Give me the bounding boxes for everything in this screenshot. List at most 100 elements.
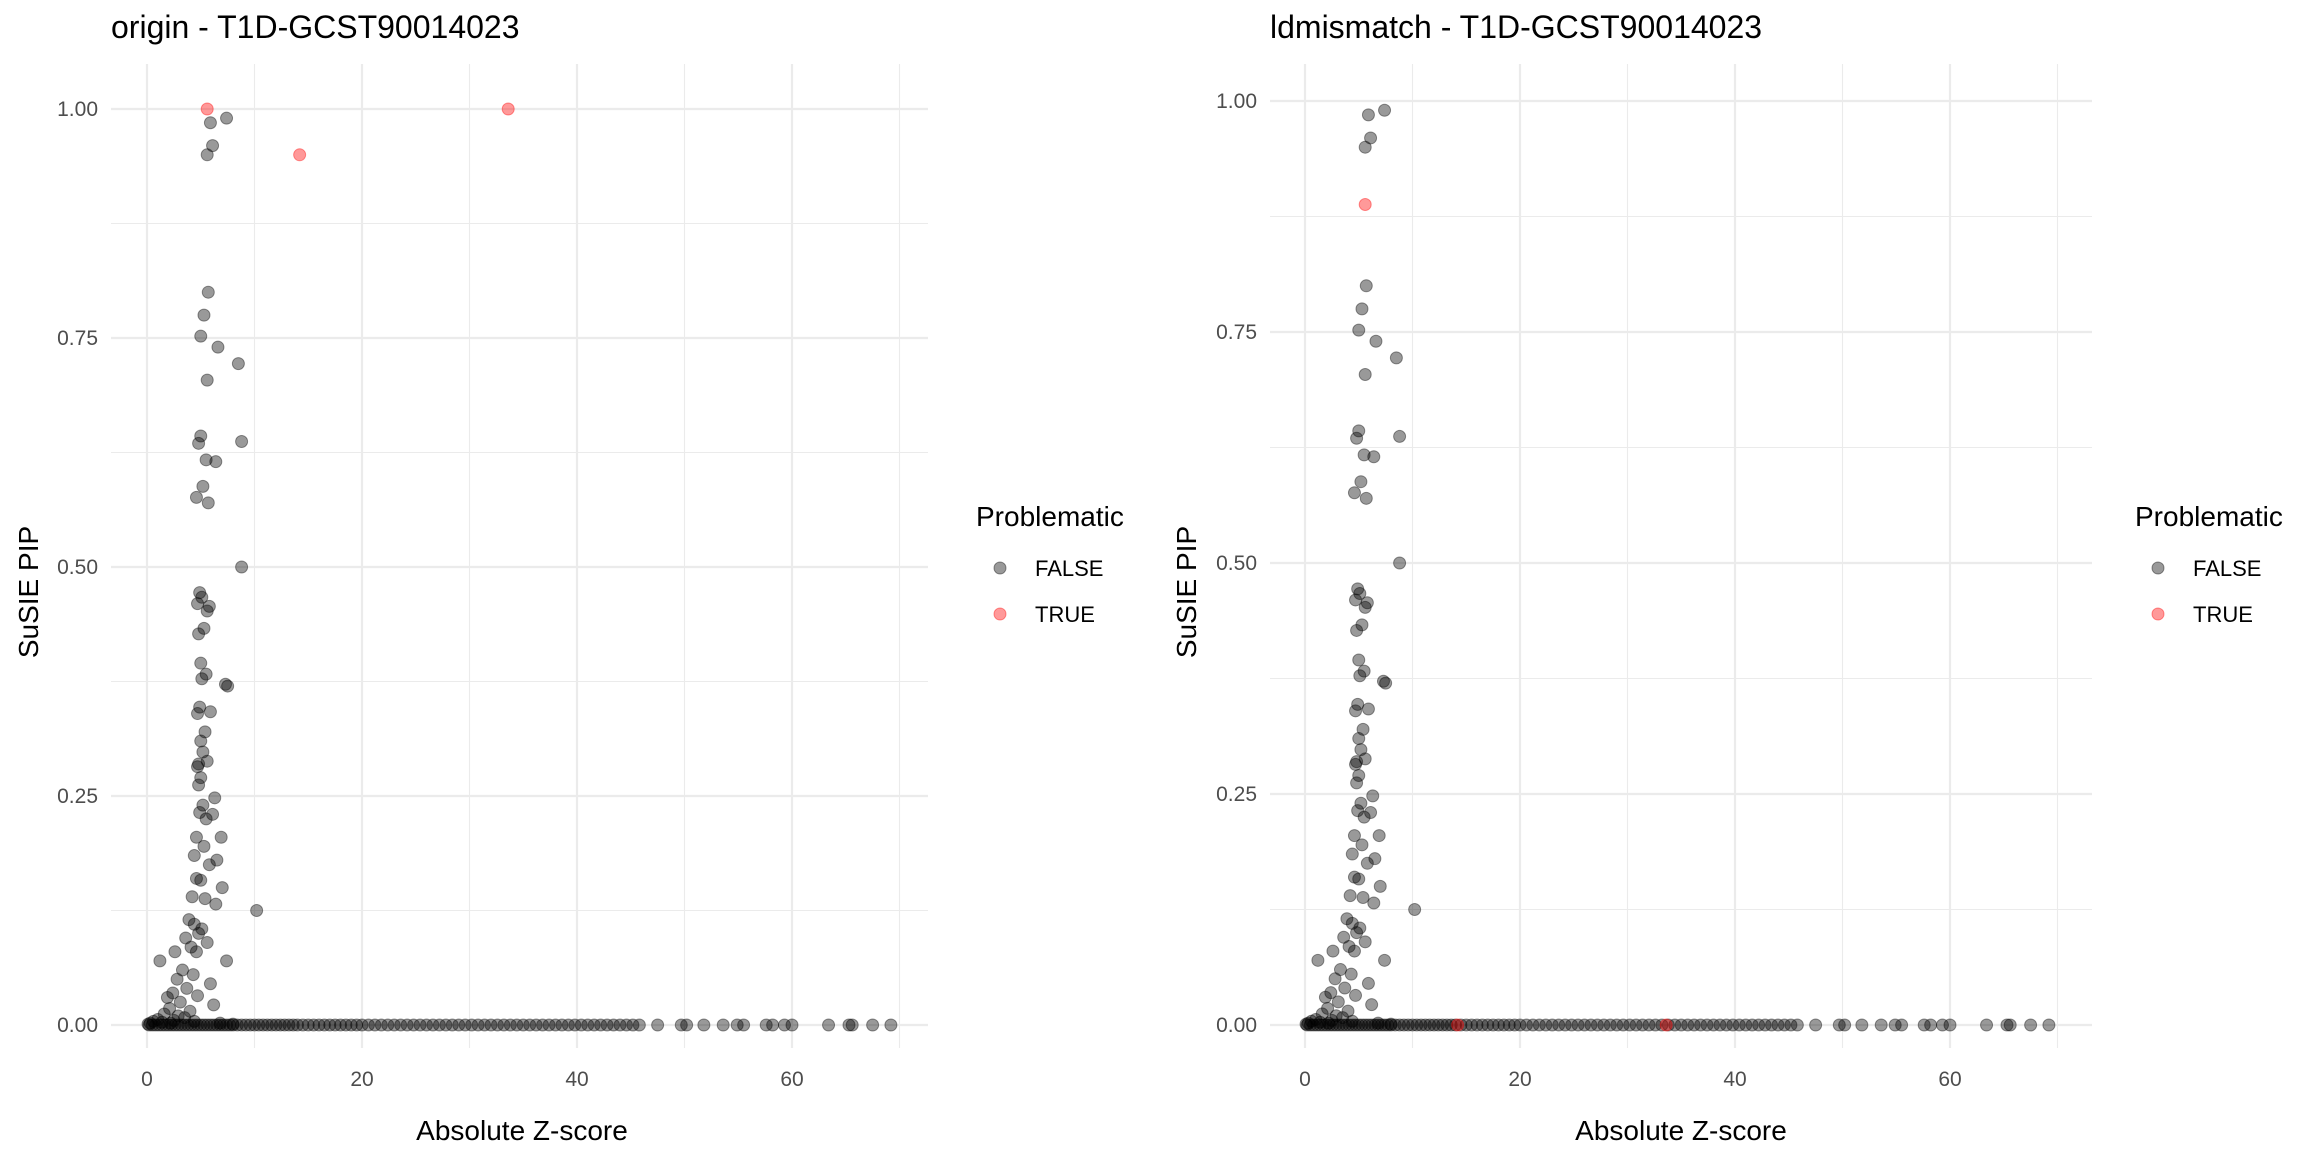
point-false — [1752, 1018, 1766, 1032]
point-false — [1393, 1018, 1407, 1032]
point-false — [1610, 1018, 1624, 1032]
point-false — [1410, 1018, 1424, 1032]
point-false — [220, 1018, 234, 1032]
point-false — [1352, 1018, 1366, 1032]
point-false — [143, 1016, 157, 1030]
y-axis-label: SuSIE PIP — [1171, 526, 1202, 658]
point-false — [651, 1018, 665, 1032]
point-false — [1545, 1018, 1559, 1032]
point-false — [1355, 1018, 1369, 1032]
point-false — [235, 560, 249, 574]
point-false — [200, 604, 214, 618]
point-false — [250, 904, 264, 917]
point-true — [1451, 1018, 1465, 1032]
point-false — [1558, 1018, 1572, 1032]
point-false — [471, 1018, 485, 1032]
point-false — [574, 1018, 588, 1032]
point-false — [207, 998, 221, 1012]
point-false — [1358, 1018, 1372, 1032]
point-false — [1389, 351, 1403, 365]
point-false — [1325, 1013, 1339, 1027]
point-false — [196, 745, 210, 759]
point-false — [866, 1018, 880, 1032]
point-false — [312, 1018, 326, 1032]
point-false — [220, 111, 234, 125]
point-false — [1358, 752, 1372, 766]
point-false — [146, 1014, 160, 1028]
point-false — [1352, 424, 1366, 438]
point-false — [202, 858, 216, 872]
point-false — [1454, 1018, 1468, 1032]
point-false — [1343, 889, 1357, 903]
point-false — [1874, 1018, 1888, 1032]
point-false — [192, 926, 206, 940]
point-false — [1784, 1018, 1798, 1032]
point-false — [1361, 976, 1375, 990]
point-false — [195, 672, 209, 686]
point-false — [230, 1018, 244, 1032]
point-false — [160, 991, 174, 1005]
point-false — [1345, 847, 1359, 861]
point-false — [1358, 368, 1372, 382]
point-false — [191, 760, 205, 774]
point-false — [1368, 852, 1382, 866]
grid — [111, 64, 928, 1048]
point-false — [374, 1018, 388, 1032]
point-false — [1513, 1018, 1527, 1032]
point-false — [510, 1018, 524, 1032]
point-false — [529, 1018, 543, 1032]
point-false — [223, 1018, 237, 1032]
point-false — [1364, 805, 1378, 819]
point-false — [1344, 967, 1358, 981]
point-false — [181, 1018, 195, 1032]
point-false — [1924, 1018, 1938, 1032]
point-false — [1378, 103, 1392, 117]
point-true — [501, 102, 515, 116]
point-false — [194, 873, 208, 887]
point-false — [1352, 732, 1366, 746]
point-false — [1508, 1018, 1522, 1032]
point-false — [632, 1018, 646, 1032]
point-false — [1352, 769, 1366, 783]
point-false — [1304, 1014, 1318, 1028]
tick-labels: 0 20 40 60 0.00 0.25 0.50 0.75 1.00 — [1216, 90, 1962, 1091]
point-false — [1648, 1018, 1662, 1032]
point-false — [1329, 1018, 1343, 1032]
point-false — [174, 1018, 188, 1032]
point-false — [1888, 1018, 1902, 1032]
point-false — [1367, 450, 1381, 464]
y-tick-label: 0.00 — [57, 1014, 98, 1037]
point-false — [218, 677, 232, 691]
point-false — [195, 922, 209, 936]
point-false — [1354, 796, 1368, 810]
point-false — [478, 1018, 492, 1032]
y-tick-label: 0.50 — [1216, 552, 1257, 575]
point-true — [293, 148, 307, 162]
point-false — [1353, 921, 1367, 935]
point-false — [607, 1018, 621, 1032]
point-false — [1318, 990, 1332, 1004]
legend: Problematic FALSE TRUE — [976, 501, 1124, 627]
point-false — [199, 812, 213, 826]
point-false — [697, 1018, 711, 1032]
point-false — [1565, 1018, 1579, 1032]
point-false — [1436, 1018, 1450, 1032]
point-false — [1790, 1018, 1804, 1032]
point-false — [1301, 1016, 1315, 1030]
point-false — [243, 1018, 257, 1032]
point-false — [842, 1018, 856, 1032]
point-false — [215, 881, 229, 895]
point-false — [1590, 1018, 1604, 1032]
point-false — [1349, 1018, 1363, 1032]
x-tick-label: 0 — [141, 1068, 153, 1091]
point-false — [445, 1018, 459, 1032]
point-false — [206, 807, 220, 821]
point-false — [2024, 1018, 2038, 1032]
point-false — [523, 1018, 537, 1032]
point-false — [207, 1018, 221, 1032]
grid — [1270, 64, 2092, 1048]
point-false — [561, 1018, 575, 1032]
point-false — [1578, 1018, 1591, 1032]
point-false — [1388, 1018, 1402, 1032]
point-false — [1423, 1018, 1437, 1032]
